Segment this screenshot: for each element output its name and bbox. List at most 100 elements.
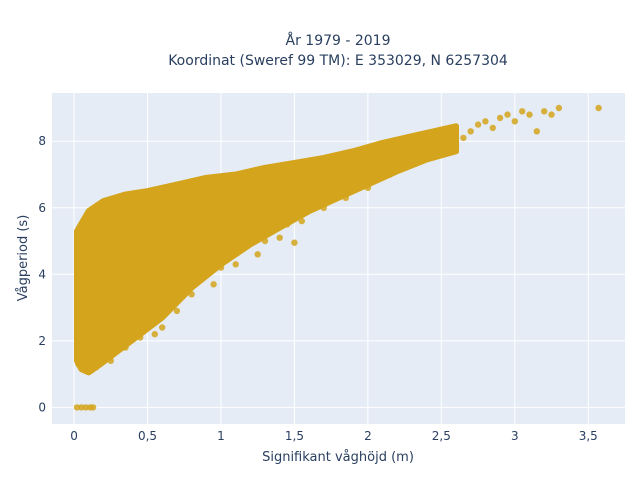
data-point <box>217 264 225 271</box>
data-point <box>144 317 151 325</box>
data-point <box>78 404 85 411</box>
data-point <box>76 227 84 235</box>
data-point <box>435 138 442 145</box>
data-point <box>288 194 295 201</box>
data-point <box>122 344 129 351</box>
data-point <box>504 111 511 118</box>
x-tick-label: 1,5 <box>285 429 304 443</box>
data-point <box>411 144 419 152</box>
x-tick-label: 2,5 <box>432 429 451 443</box>
data-point <box>85 331 92 338</box>
data-point <box>88 350 95 358</box>
data-point <box>92 364 100 371</box>
data-point <box>85 251 92 258</box>
data-point <box>303 191 310 198</box>
data-point <box>97 201 104 208</box>
data-point <box>291 168 298 175</box>
data-point <box>376 154 383 162</box>
data-point <box>328 194 335 201</box>
x-tick-label: 3 <box>511 429 519 443</box>
data-point <box>82 404 90 411</box>
data-point <box>372 144 379 152</box>
data-point <box>173 307 181 315</box>
data-point <box>441 131 448 138</box>
data-point <box>156 191 163 198</box>
data-point <box>125 247 132 255</box>
data-point <box>308 178 316 185</box>
data-point <box>519 108 526 115</box>
x-tick-label: 1 <box>217 429 225 443</box>
data-point <box>78 344 85 351</box>
data-point <box>372 174 379 181</box>
data-point <box>110 197 117 205</box>
y-tick-label: 4 <box>38 267 46 281</box>
data-point <box>445 128 452 135</box>
data-point <box>112 257 119 265</box>
data-point <box>100 214 107 221</box>
data-point <box>73 404 81 411</box>
data-point <box>305 164 313 171</box>
data-point <box>191 251 198 258</box>
data-point <box>261 187 269 195</box>
data-point <box>467 128 474 135</box>
data-point <box>210 281 217 288</box>
data-point <box>460 134 467 142</box>
data-point <box>129 224 136 231</box>
data-point <box>107 357 115 364</box>
data-point <box>137 334 144 341</box>
data-point <box>367 164 374 171</box>
y-tick-label: 0 <box>38 400 46 414</box>
data-point <box>217 174 225 181</box>
dense-point-cloud <box>74 123 459 376</box>
data-point <box>291 239 298 246</box>
data-point <box>89 404 97 411</box>
data-point <box>123 301 131 308</box>
data-point <box>386 171 394 178</box>
data-point <box>159 324 166 331</box>
data-point <box>181 217 188 225</box>
data-point <box>452 141 460 148</box>
data-point <box>78 294 85 301</box>
data-points <box>73 104 602 411</box>
x-axis-title: Signifikant våghöjd (m) <box>262 450 414 465</box>
data-point <box>94 237 101 245</box>
data-point <box>81 264 88 271</box>
data-point <box>548 111 555 118</box>
data-point <box>397 144 404 152</box>
x-tick-label: 3,5 <box>579 429 598 443</box>
data-point <box>232 261 239 268</box>
data-point <box>181 267 188 275</box>
data-point <box>79 321 87 328</box>
data-point <box>126 324 134 331</box>
data-point <box>420 138 427 145</box>
data-point <box>352 161 360 168</box>
data-point <box>244 211 251 218</box>
data-point <box>197 178 204 185</box>
x-tick-label: 2 <box>364 429 372 443</box>
data-point <box>144 237 151 245</box>
data-point <box>159 224 166 231</box>
data-point <box>188 291 195 298</box>
data-point <box>261 237 269 245</box>
data-point <box>298 217 305 225</box>
data-point <box>159 277 166 285</box>
data-point <box>220 221 228 228</box>
data-point <box>496 114 504 122</box>
data-point <box>88 304 95 311</box>
data-point <box>239 194 247 201</box>
data-point <box>161 201 169 208</box>
data-point <box>269 174 276 181</box>
data-point <box>110 307 117 315</box>
data-point <box>176 287 183 295</box>
data-point <box>176 194 183 201</box>
data-point <box>533 128 540 135</box>
data-point <box>195 274 203 281</box>
data-point <box>97 261 104 268</box>
data-point <box>79 241 87 248</box>
tick-labels: 0 0,5 1 1,5 2 2,5 3 3,5 0 2 4 6 8 <box>38 134 597 443</box>
data-point <box>279 207 286 215</box>
data-point <box>239 244 247 251</box>
data-point <box>195 207 203 215</box>
x-tick-label: 0,5 <box>138 429 157 443</box>
